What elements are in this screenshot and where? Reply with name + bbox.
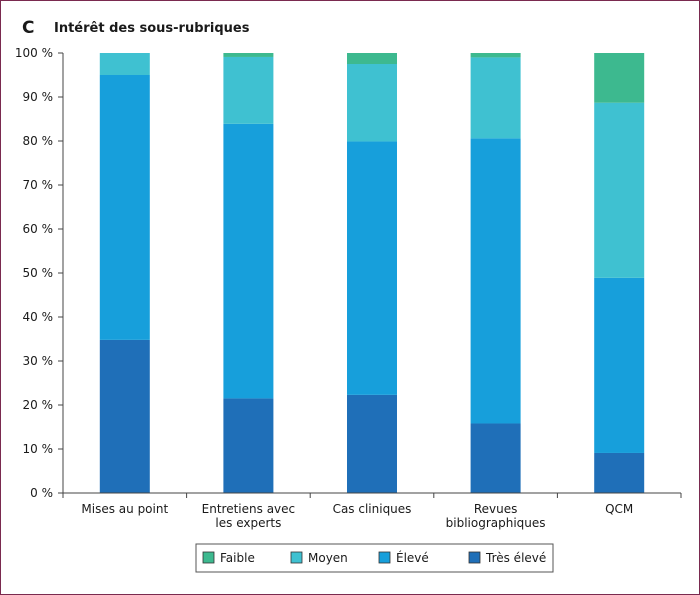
legend-label: Élevé xyxy=(396,550,429,565)
panel-letter: C xyxy=(22,18,34,38)
bar-segment xyxy=(347,64,397,142)
bar-segment xyxy=(99,75,150,340)
y-tick-label: 70 % xyxy=(23,178,54,192)
bar-segment xyxy=(594,102,645,278)
bar-segment xyxy=(99,53,150,75)
bar-segment xyxy=(594,452,645,493)
legend-swatch xyxy=(468,551,481,564)
chart-title: Intérêt des sous-rubriques xyxy=(54,21,250,36)
y-tick-label: 100 % xyxy=(15,46,53,60)
bar-segment xyxy=(99,339,150,493)
bar-segment xyxy=(470,138,521,424)
legend-label: Très élevé xyxy=(485,551,546,565)
bar-segment xyxy=(223,56,274,124)
bar-segment xyxy=(594,53,645,103)
x-category-label: Mises au point xyxy=(81,502,168,516)
x-category-label: Cas cliniques xyxy=(333,502,412,516)
x-category-label: Revues bibliographiques xyxy=(446,502,546,530)
bar-segment xyxy=(470,53,521,58)
y-tick-label: 80 % xyxy=(23,134,54,148)
legend-swatch xyxy=(202,551,215,564)
legend-label: Faible xyxy=(220,551,255,565)
bar-segment xyxy=(347,141,397,395)
legend-box xyxy=(195,543,554,573)
legend-swatch xyxy=(290,551,303,564)
bar-segment xyxy=(347,53,397,64)
y-tick-label: 40 % xyxy=(23,310,54,324)
bar-segment xyxy=(223,123,274,399)
legend: Faible Moyen Élevé Très élevé xyxy=(195,543,554,573)
x-axis: Mises au point Entretiens avec les experts… xyxy=(62,492,682,530)
legend-swatch xyxy=(378,551,391,564)
bar-segment xyxy=(470,57,521,139)
y-tick-label: 60 % xyxy=(23,222,54,236)
x-category-label: QCM xyxy=(605,502,633,516)
legend-label: Moyen xyxy=(308,551,348,565)
y-tick-label: 10 % xyxy=(23,442,54,456)
bar-segment xyxy=(223,398,274,493)
bars xyxy=(99,53,645,493)
y-tick-label: 90 % xyxy=(23,90,54,104)
bar-segment xyxy=(347,394,397,493)
x-category-label: Entretiens avec les experts xyxy=(202,502,295,530)
bar-segment xyxy=(594,277,645,453)
bar-segment xyxy=(470,423,521,493)
y-tick-label: 0 % xyxy=(30,486,53,500)
y-tick-label: 30 % xyxy=(23,354,54,368)
bar-segment xyxy=(223,53,274,57)
y-tick-label: 50 % xyxy=(23,266,54,280)
y-tick-label: 20 % xyxy=(23,398,54,412)
y-axis: 0 % 10 % 20 % 30 % 40 % 50 % 60 % 70 % 80 % 90 % 1… xyxy=(15,46,64,500)
